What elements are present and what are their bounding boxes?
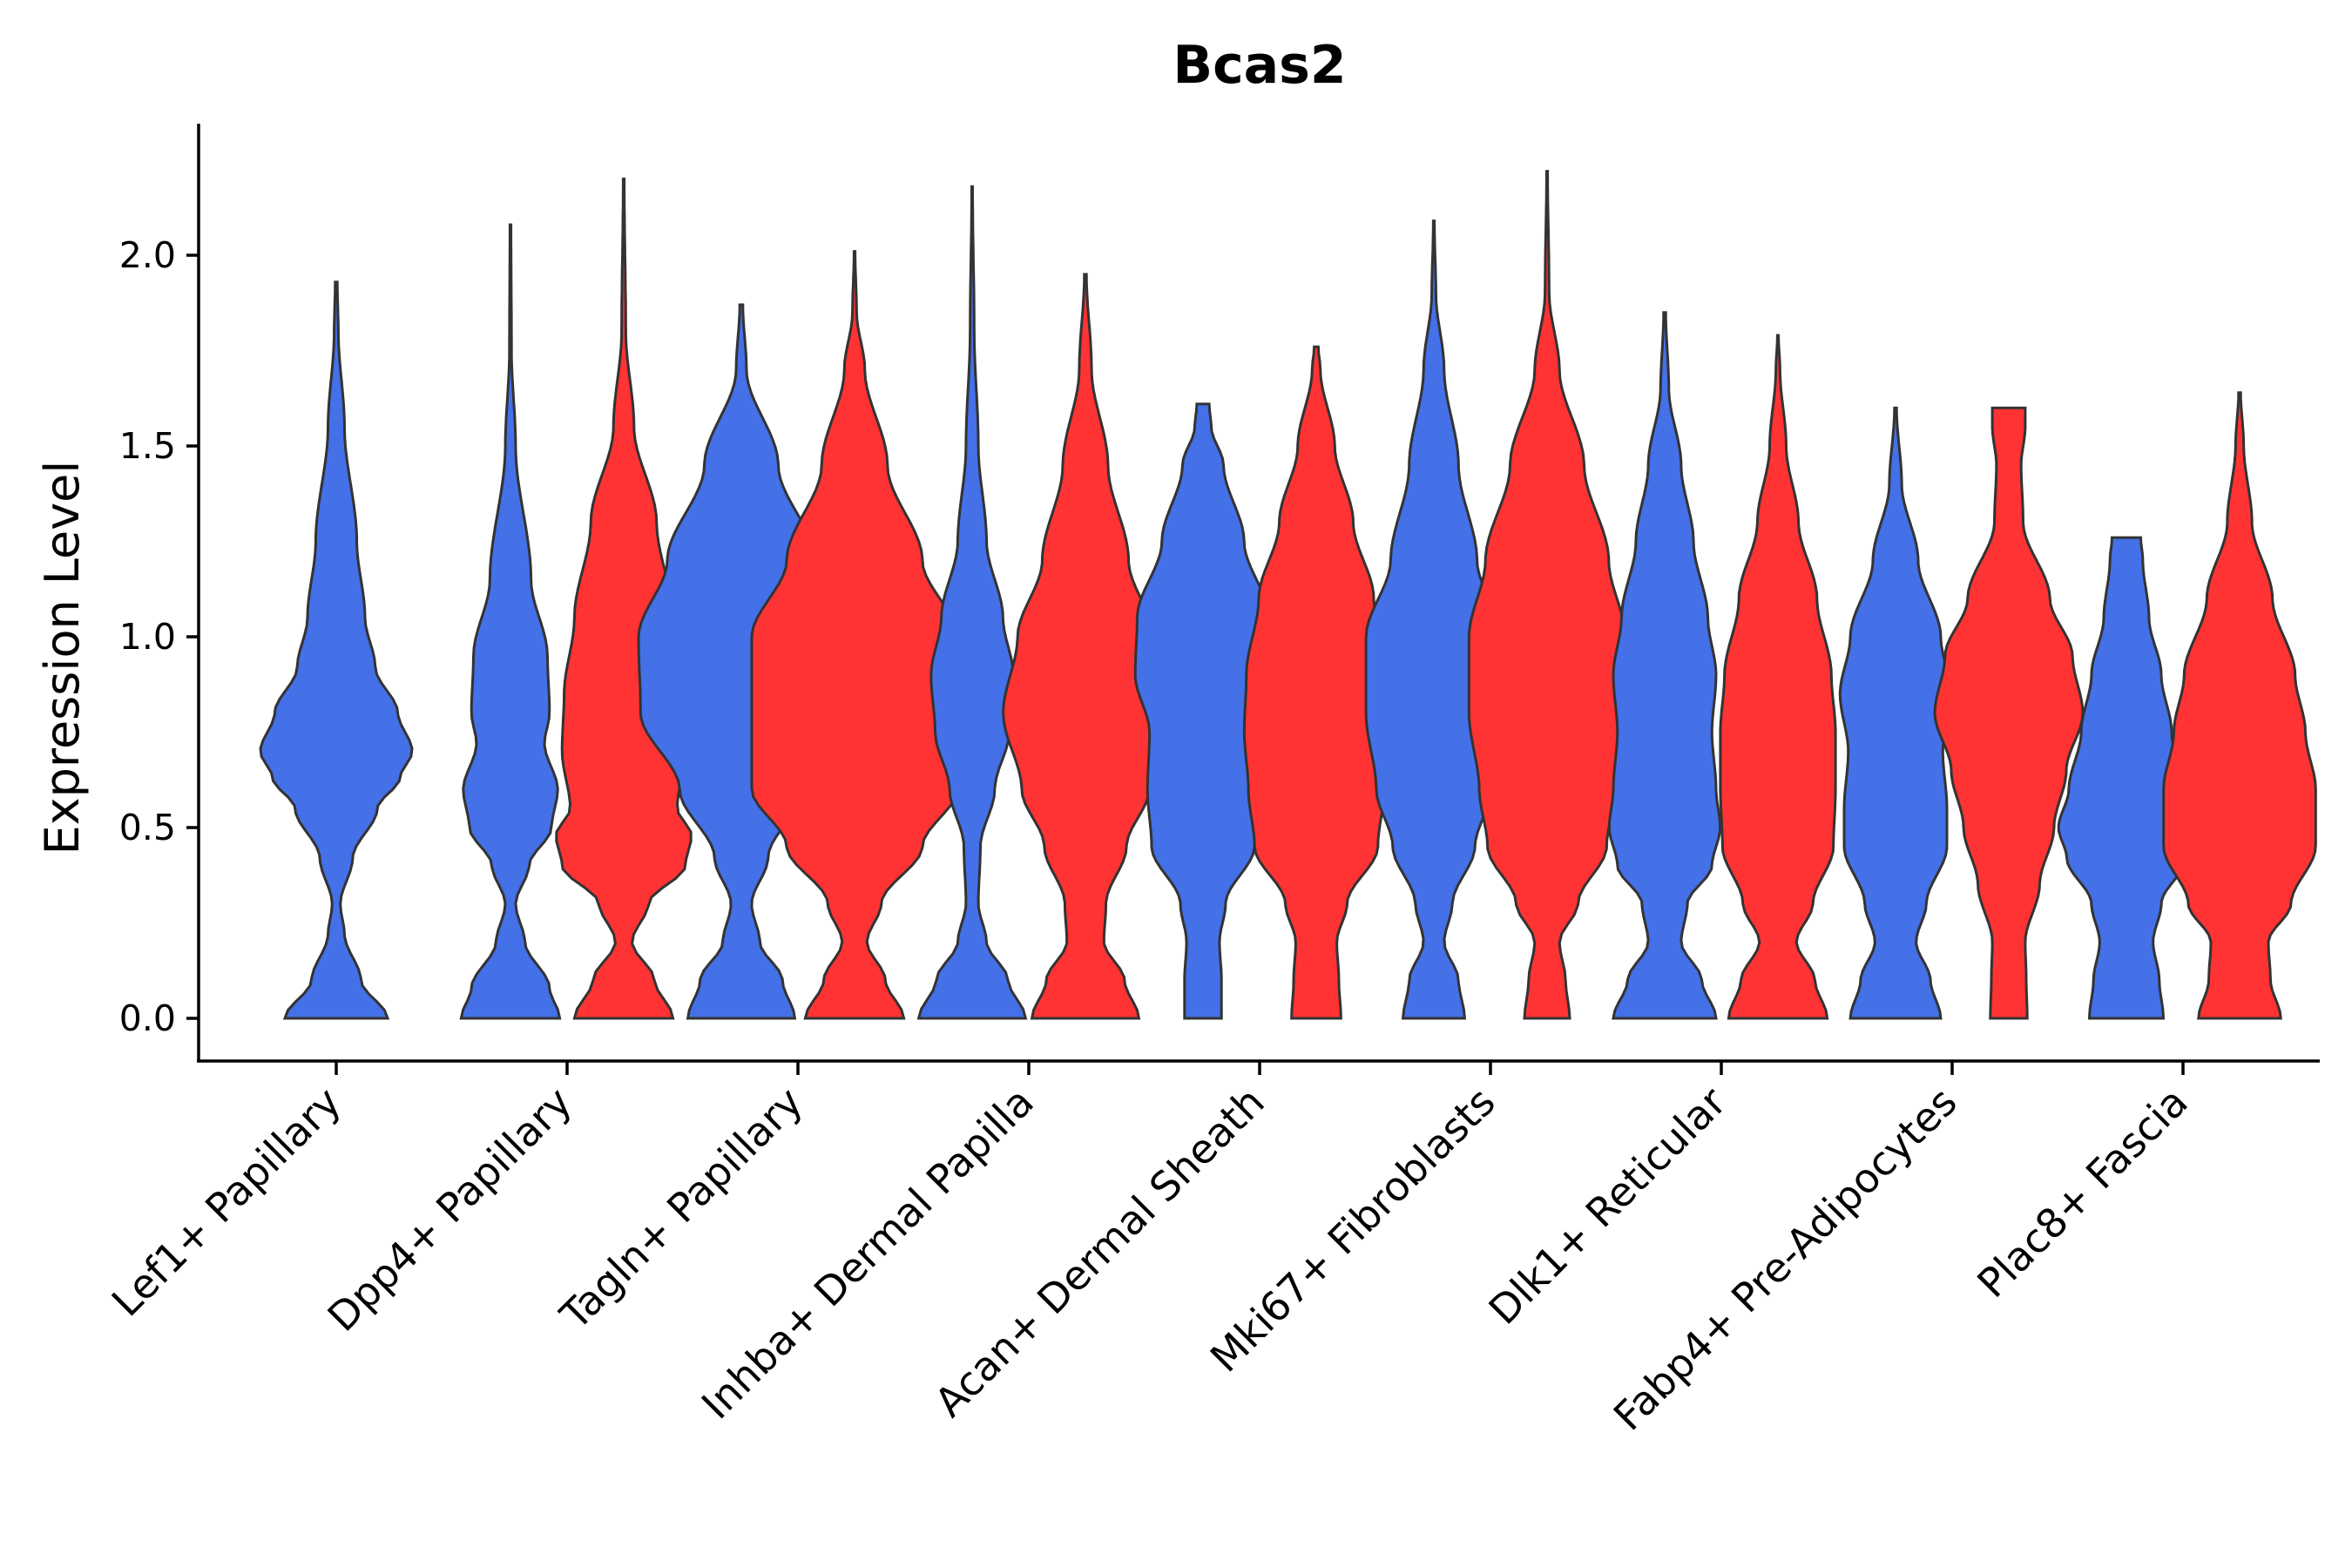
violin-blue-8	[1838, 406, 1953, 1020]
y-tick-label: 1.5	[119, 425, 176, 467]
violin-red-8	[1933, 406, 2085, 1020]
violin-layer	[259, 170, 2317, 1020]
x-tick-label: Dpp4+ Papillary	[319, 1078, 581, 1341]
y-axis-label: Expression Level	[35, 461, 90, 855]
y-tick-label: 1.0	[119, 616, 176, 658]
violin-red-6	[1467, 170, 1627, 1020]
violin-red-3	[750, 250, 959, 1020]
violin-red-7	[1719, 334, 1837, 1020]
violin-blue-1	[259, 280, 414, 1020]
chart-title: Bcas2	[1173, 35, 1346, 96]
y-tick-label: 2.0	[119, 234, 176, 276]
violin-red-9	[2162, 391, 2317, 1020]
violin-blue-7	[1607, 311, 1722, 1020]
x-tick-label: Lef1+ Papillary	[103, 1078, 350, 1326]
y-tick-label: 0.5	[119, 807, 176, 848]
x-tick-label: Plac8+ Fascia	[1968, 1078, 2196, 1307]
violin-blue-2	[459, 223, 562, 1020]
x-tick-label: Dlk1+ Reticular	[1480, 1078, 1735, 1334]
violin-blue-4	[916, 185, 1028, 1020]
y-tick-label: 0.0	[119, 997, 176, 1039]
y-axis-ticks: 0.0 0.5 1.0 1.5 2.0	[119, 234, 199, 1039]
x-tick-label: Tagln+ Papillary	[551, 1078, 812, 1340]
